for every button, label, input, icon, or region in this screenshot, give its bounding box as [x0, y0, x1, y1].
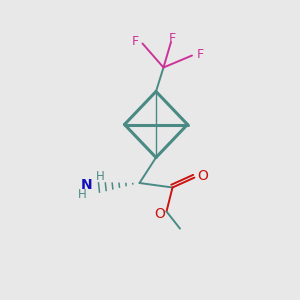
Text: H: H — [96, 170, 105, 183]
Text: N: N — [81, 178, 93, 192]
Text: O: O — [197, 169, 208, 183]
Text: F: F — [131, 34, 139, 48]
Text: F: F — [197, 48, 204, 62]
Text: F: F — [169, 32, 176, 45]
Text: O: O — [154, 207, 165, 221]
Text: H: H — [78, 188, 87, 201]
